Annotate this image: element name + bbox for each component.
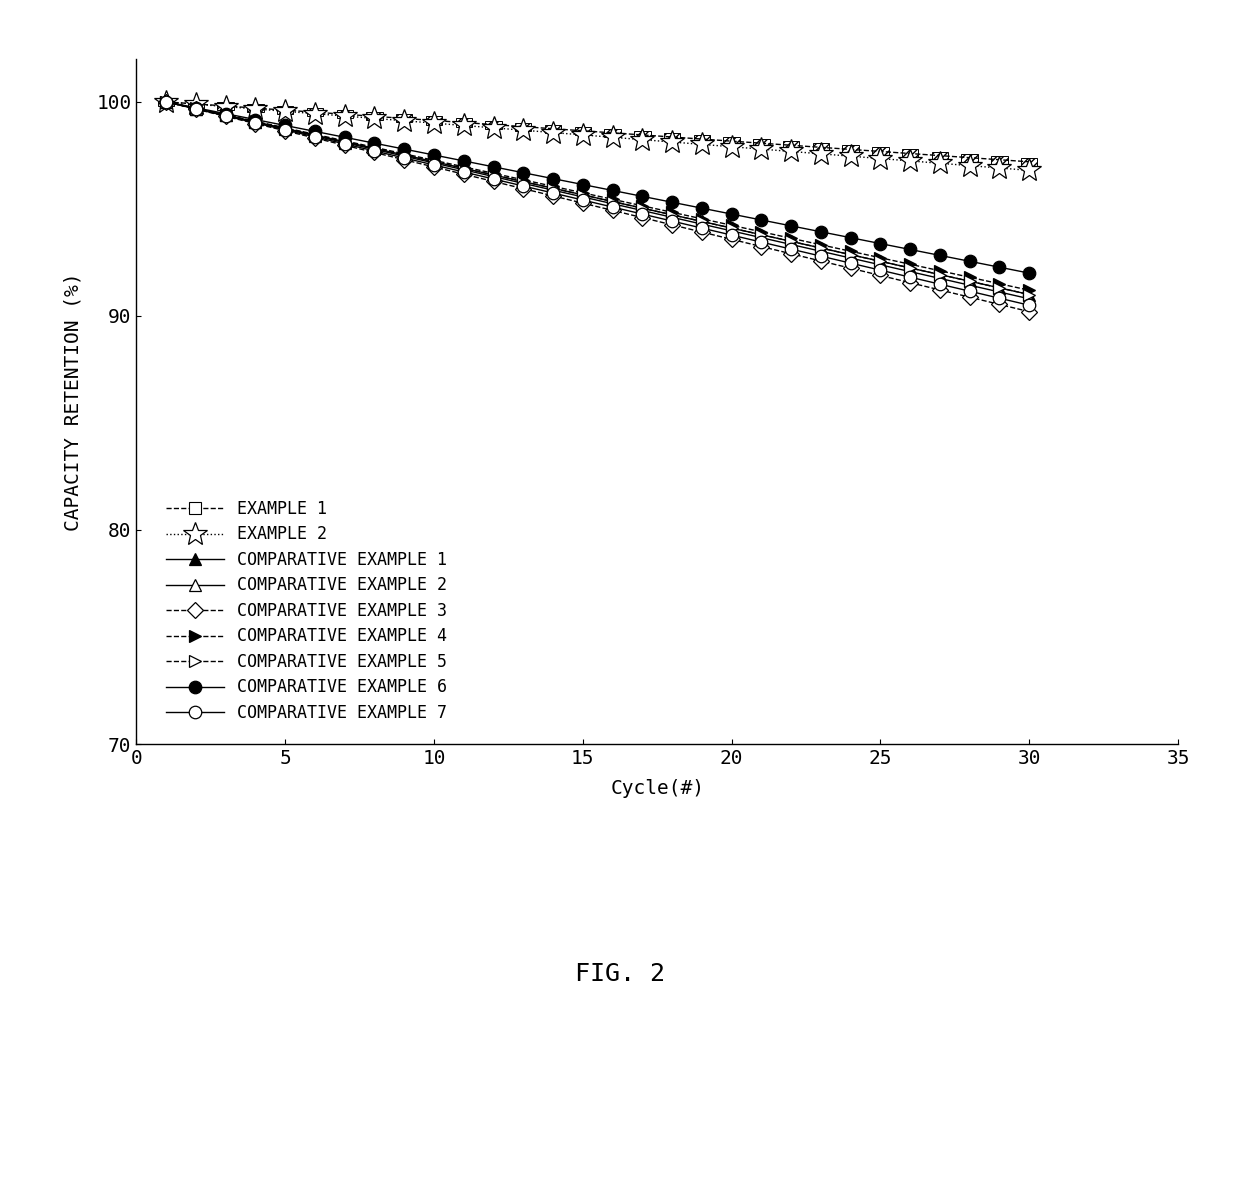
Bar (187, 100, 205, 107)
X-axis label: Cycle(#): Cycle(#) (610, 779, 704, 798)
Bar (693, 135, 711, 143)
Bar (901, 150, 919, 157)
Bar (306, 109, 324, 116)
Bar (455, 118, 472, 126)
Bar (872, 148, 889, 156)
Bar (515, 123, 532, 131)
Bar (485, 120, 502, 129)
Bar (247, 104, 264, 112)
Bar (723, 137, 740, 145)
Bar (277, 106, 294, 115)
Bar (931, 151, 949, 159)
Bar (812, 143, 830, 151)
Bar (336, 110, 353, 118)
Legend: EXAMPLE 1, EXAMPLE 2, COMPARATIVE EXAMPLE 1, COMPARATIVE EXAMPLE 2, COMPARATIVE : EXAMPLE 1, EXAMPLE 2, COMPARATIVE EXAMPL… (166, 500, 448, 722)
Bar (574, 126, 591, 135)
Bar (961, 154, 978, 162)
Bar (663, 133, 681, 141)
Text: FIG. 2: FIG. 2 (575, 963, 665, 986)
Bar (217, 102, 234, 110)
Bar (425, 117, 443, 124)
Bar (842, 145, 859, 154)
Bar (157, 98, 175, 106)
Bar (634, 131, 651, 139)
Bar (396, 115, 413, 123)
Bar (544, 125, 562, 132)
Bar (991, 156, 1008, 164)
Bar (782, 142, 800, 149)
Bar (753, 139, 770, 148)
Y-axis label: CAPACITY RETENTION (%): CAPACITY RETENTION (%) (63, 273, 82, 530)
Bar (1021, 158, 1038, 165)
Bar (604, 129, 621, 137)
Bar (366, 112, 383, 120)
